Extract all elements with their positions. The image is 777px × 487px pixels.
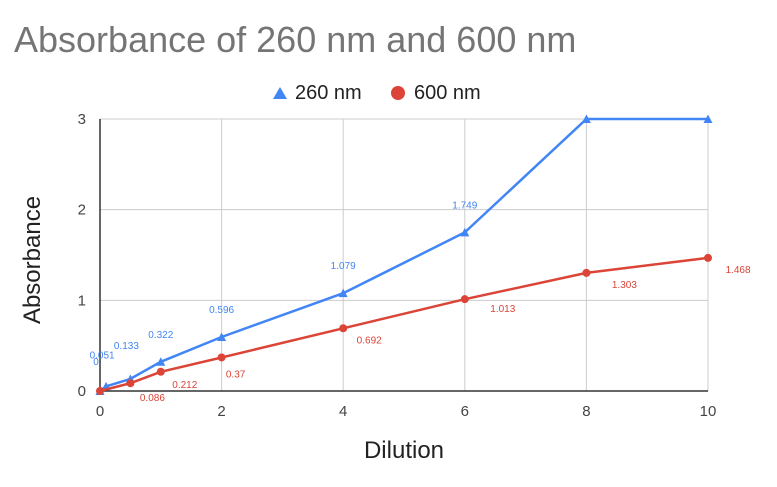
data-label: 0.086: [140, 393, 165, 404]
data-label: 1.079: [331, 261, 356, 272]
legend: 260 nm 600 nm: [273, 82, 481, 104]
data-label: 1.749: [452, 200, 477, 211]
x-tick-label: 6: [461, 403, 469, 420]
data-point: [339, 324, 348, 333]
data-point: [156, 357, 166, 366]
x-tick-label: 8: [582, 403, 590, 420]
legend-label-260nm: 260 nm: [295, 82, 362, 104]
data-point: [126, 379, 135, 388]
data-label: 1.013: [490, 304, 515, 315]
series-line: [99, 117, 708, 392]
x-axis-title: Dilution: [364, 437, 444, 464]
data-point: [582, 268, 591, 277]
triangle-marker-icon: [273, 87, 287, 99]
x-tick-label: 4: [339, 403, 347, 420]
data-label: 0.322: [148, 330, 173, 341]
legend-label-600nm: 600 nm: [414, 82, 481, 104]
series-line: [99, 256, 709, 393]
data-label: 1.303: [612, 280, 637, 291]
data-point: [217, 332, 227, 341]
data-label: 0.37: [226, 369, 246, 380]
y-tick-label: 2: [78, 202, 86, 219]
data-point: [704, 253, 712, 262]
y-tick-label: 0: [78, 383, 86, 400]
y-tick-label: 1: [78, 292, 86, 309]
legend-item-260nm: 260 nm: [273, 82, 362, 104]
series-600-nm: 0.086 0.212 0.37 0.692 1.013 1.303 1.468: [96, 253, 751, 404]
data-label: 0.051: [90, 350, 115, 361]
x-tick-label: 10: [700, 403, 717, 420]
data-point: [96, 387, 104, 395]
data-label: 1.468: [725, 265, 750, 276]
legend-item-600nm: 600 nm: [391, 82, 481, 104]
data-point: [217, 353, 226, 362]
axes: 0 2 4 6 8 10 0 1 2 3: [78, 111, 717, 420]
data-point: [338, 288, 348, 298]
data-point: [460, 227, 470, 237]
data-point: [460, 295, 469, 304]
data-point: [156, 367, 165, 376]
x-tick-label: 0: [96, 403, 104, 420]
x-tick-label: 2: [217, 403, 225, 420]
data-label: 0.692: [357, 335, 382, 346]
y-tick-label: 3: [78, 111, 86, 128]
data-label: 0: [93, 357, 99, 368]
chart-title: Absorbance of 260 nm and 600 nm: [14, 19, 576, 60]
data-label: 0.212: [172, 380, 197, 391]
circle-marker-icon: [391, 86, 405, 100]
data-label: 0.133: [114, 341, 139, 352]
y-axis-title: Absorbance: [19, 196, 46, 324]
data-label: 0.596: [209, 305, 234, 316]
data-point: [581, 114, 591, 123]
data-point: [703, 114, 713, 123]
